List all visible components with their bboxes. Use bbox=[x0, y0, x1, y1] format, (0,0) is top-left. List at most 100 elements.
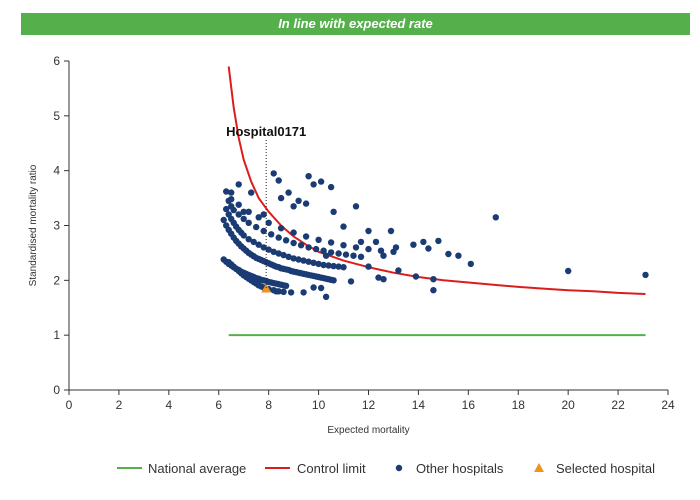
x-tick-label: 2 bbox=[116, 398, 123, 412]
hospital-point bbox=[357, 238, 365, 246]
hospital-point bbox=[285, 253, 292, 260]
x-tick-label: 12 bbox=[362, 398, 376, 412]
legend-selected-label: Selected hospital bbox=[556, 461, 655, 476]
legend-control-label: Control limit bbox=[297, 461, 366, 476]
hospital-point bbox=[372, 238, 380, 246]
hospital-point bbox=[320, 247, 327, 254]
hospital-point bbox=[352, 203, 360, 210]
hospital-point bbox=[260, 211, 267, 218]
hospital-point bbox=[387, 227, 395, 235]
hospital-point bbox=[260, 227, 267, 235]
hospital-point bbox=[297, 242, 305, 249]
control-limit-line bbox=[227, 66, 646, 295]
legend-selected-swatch bbox=[534, 463, 544, 472]
x-tick-label: 20 bbox=[561, 398, 575, 412]
y-tick-label: 1 bbox=[53, 328, 60, 342]
x-axis-title: Expected mortality bbox=[327, 425, 409, 436]
hospital-point bbox=[467, 260, 474, 268]
hospital-point bbox=[245, 236, 252, 243]
hospital-point bbox=[265, 219, 272, 226]
hospital-point bbox=[255, 241, 262, 248]
hospital-point bbox=[282, 237, 290, 244]
hospital-point bbox=[235, 201, 242, 208]
hospital-point bbox=[322, 293, 330, 300]
x-tick-label: 10 bbox=[312, 398, 326, 412]
legend-other-label: Other hospitals bbox=[416, 461, 504, 476]
x-tick-label: 4 bbox=[165, 398, 172, 412]
hospital-point bbox=[340, 223, 347, 230]
x-tick-label: 6 bbox=[215, 398, 222, 412]
hospital-point bbox=[275, 250, 282, 257]
hospital-point bbox=[342, 251, 350, 258]
hospital-point bbox=[425, 245, 432, 252]
hospital-point bbox=[290, 229, 297, 236]
x-tick-label: 24 bbox=[661, 398, 675, 412]
selected-hospital-marker bbox=[261, 283, 272, 293]
x-tick-label: 22 bbox=[611, 398, 625, 412]
hospital-point bbox=[330, 277, 337, 284]
hospital-point bbox=[260, 244, 267, 251]
hospital-point bbox=[430, 287, 437, 294]
y-tick-label: 4 bbox=[53, 164, 60, 178]
legend: National average Control limit Other hospi… bbox=[117, 461, 655, 476]
hospital-point bbox=[317, 178, 325, 185]
hospital-point bbox=[392, 244, 400, 251]
hospital-point bbox=[285, 189, 292, 196]
hospital-point bbox=[277, 225, 285, 232]
hospital-point bbox=[235, 181, 242, 188]
hospital-point bbox=[300, 289, 307, 296]
hospital-point bbox=[365, 245, 372, 253]
hospital-point bbox=[565, 267, 572, 275]
hospital-point bbox=[642, 271, 649, 279]
hospital-point bbox=[277, 194, 285, 202]
hospital-point bbox=[287, 289, 295, 296]
hospital-point bbox=[295, 256, 302, 263]
hospital-point bbox=[322, 252, 330, 259]
hospital-point bbox=[330, 208, 337, 215]
hospital-point bbox=[375, 274, 382, 281]
legend-other-swatch bbox=[395, 464, 403, 472]
plot-area bbox=[220, 66, 649, 337]
annotation: Hospital0171 bbox=[226, 124, 306, 289]
hospital-point bbox=[330, 262, 337, 270]
status-banner: In line with expected rate bbox=[21, 13, 690, 35]
hospital-point bbox=[270, 248, 277, 255]
hospital-point bbox=[317, 284, 325, 292]
x-tick-label: 14 bbox=[412, 398, 426, 412]
hospital-point bbox=[395, 267, 402, 274]
hospital-point bbox=[410, 241, 417, 248]
hospital-point bbox=[340, 264, 347, 271]
hospital-point bbox=[282, 282, 290, 289]
hospital-point bbox=[365, 227, 372, 235]
annotation-label: Hospital0171 bbox=[226, 124, 306, 139]
hospital-point bbox=[255, 214, 262, 221]
hospital-point bbox=[235, 211, 242, 218]
hospital-point bbox=[310, 181, 317, 188]
hospital-point bbox=[312, 245, 320, 253]
hospital-point bbox=[253, 223, 260, 231]
hospital-point bbox=[248, 189, 255, 196]
hospital-point bbox=[340, 242, 347, 249]
hospital-point bbox=[230, 206, 237, 214]
hospital-point bbox=[445, 250, 452, 258]
hospital-point bbox=[245, 219, 252, 226]
hospital-point bbox=[352, 244, 360, 251]
hospital-point bbox=[250, 238, 257, 246]
hospital-point bbox=[290, 255, 297, 262]
hospital-point bbox=[290, 239, 297, 247]
hospital-point bbox=[223, 188, 230, 195]
hospital-point bbox=[492, 214, 499, 221]
hospital-point bbox=[325, 262, 332, 269]
hospital-point bbox=[335, 263, 342, 270]
hospital-point bbox=[380, 276, 387, 283]
hospital-point bbox=[310, 284, 317, 291]
y-axis-title: Standardised mortality ratio bbox=[28, 164, 39, 286]
hospital-point bbox=[347, 278, 355, 285]
hospital-point bbox=[302, 233, 310, 240]
hospital-point bbox=[280, 288, 287, 295]
hospital-point bbox=[315, 236, 322, 243]
hospital-point bbox=[280, 251, 287, 259]
hospital-point bbox=[228, 189, 235, 196]
hospital-point bbox=[220, 216, 227, 224]
